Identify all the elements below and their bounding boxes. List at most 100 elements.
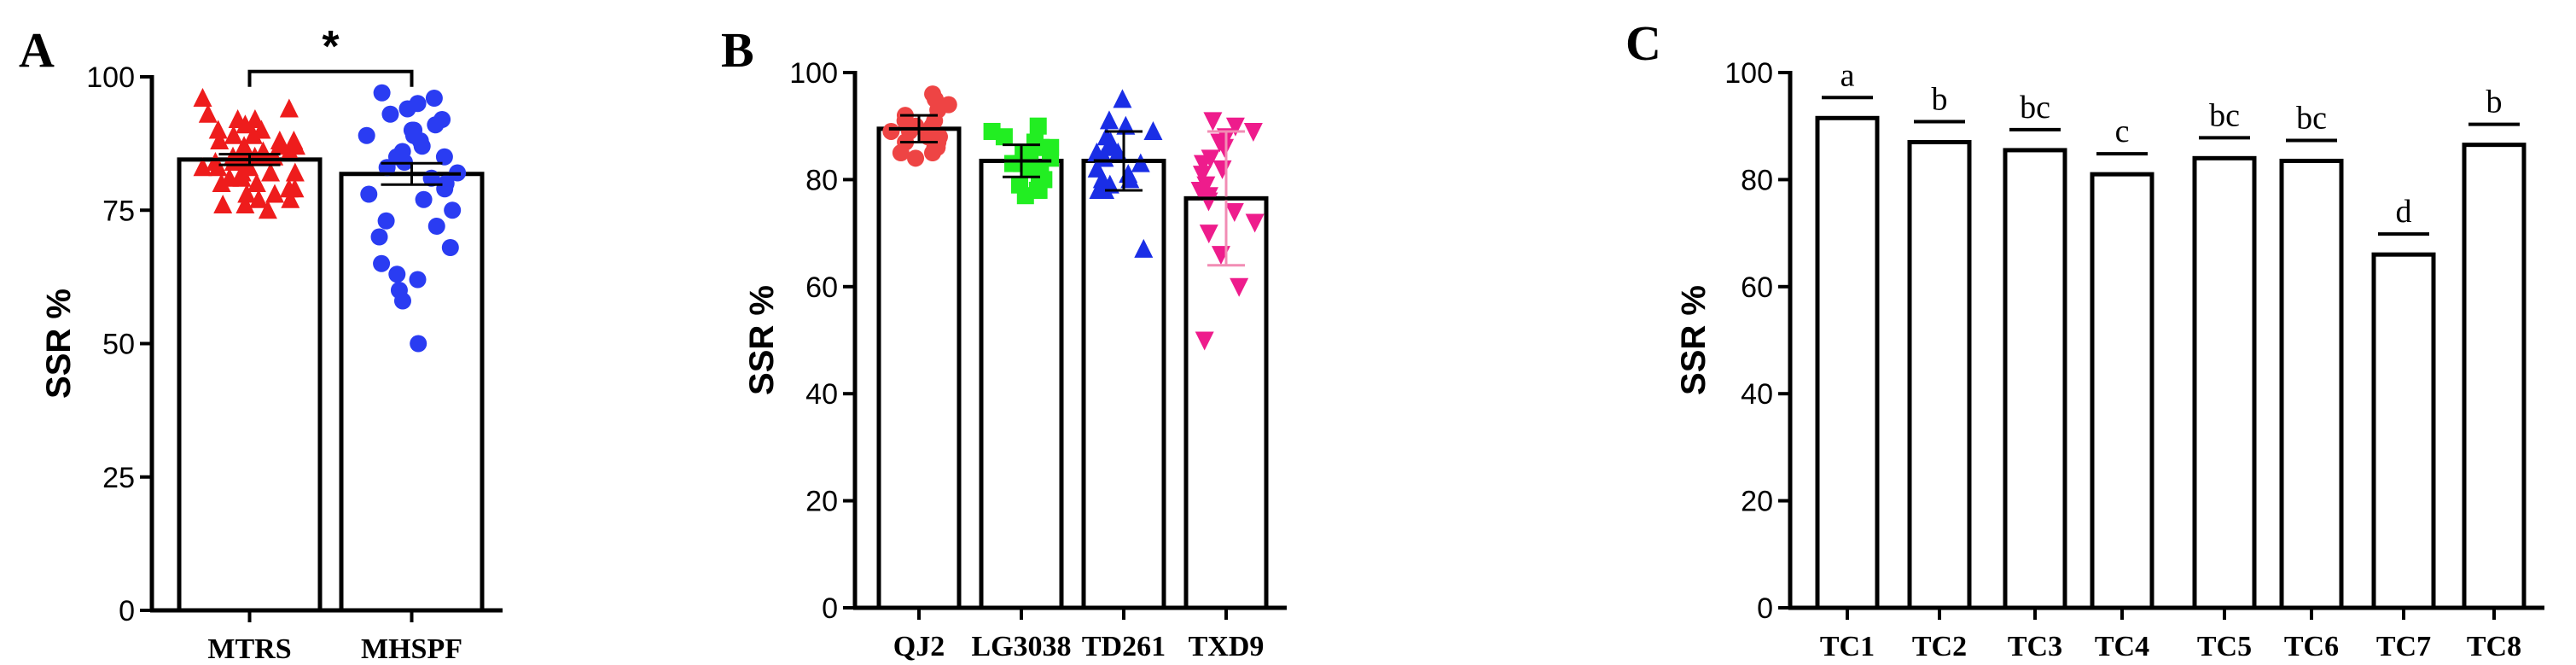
x-tick-label: MTRS — [207, 633, 291, 665]
data-point — [388, 265, 406, 283]
panel-a: A SSR % * 0 25 50 75 100 MTRS MHSPF — [19, 22, 503, 665]
x-tick-label: LG3038 — [971, 631, 1071, 662]
data-point — [212, 173, 231, 192]
data-point — [1113, 89, 1132, 108]
y-axis-label: SSR % — [743, 285, 781, 395]
significance-star: * — [322, 22, 340, 72]
data-point — [393, 292, 411, 310]
data-point — [1193, 155, 1212, 174]
data-point — [995, 128, 1013, 146]
x-tick-label: TC3 — [2008, 631, 2062, 662]
data-point — [193, 88, 212, 107]
data-point — [410, 335, 427, 353]
bar — [979, 158, 1064, 610]
data-point — [1116, 115, 1136, 135]
data-point — [208, 157, 228, 177]
data-point — [213, 195, 233, 213]
data-point — [247, 173, 266, 192]
data-point — [1195, 331, 1214, 351]
bar — [1183, 195, 1269, 610]
y-tick-label: 80 — [1741, 164, 1773, 196]
y-tick-label: 40 — [805, 378, 838, 411]
bar — [2462, 143, 2527, 610]
data-point — [425, 90, 443, 107]
x-tick-label: TC2 — [1912, 631, 1967, 662]
data-point — [279, 98, 299, 118]
data-point — [1230, 277, 1249, 297]
data-point — [373, 84, 391, 102]
bar — [2371, 252, 2436, 610]
data-point — [377, 212, 395, 230]
data-point — [1099, 110, 1119, 130]
bar — [876, 126, 962, 610]
data-point — [444, 201, 462, 219]
data-point — [441, 239, 459, 256]
data-point — [261, 162, 281, 182]
data-point — [358, 126, 375, 144]
data-point — [198, 103, 218, 123]
sig-letter: c — [2115, 114, 2130, 149]
y-tick-label: 20 — [805, 486, 838, 518]
data-point — [236, 195, 255, 213]
data-point — [258, 200, 277, 219]
data-point — [1201, 149, 1220, 169]
y-tick-label: 0 — [822, 592, 838, 625]
data-point — [923, 144, 941, 162]
sig-letter: bc — [2020, 90, 2050, 125]
data-point — [279, 178, 299, 198]
data-point — [370, 228, 388, 246]
data-point — [193, 157, 212, 177]
data-point — [243, 125, 263, 144]
significance-bracket — [247, 69, 414, 87]
data-point — [907, 149, 925, 167]
data-point — [435, 148, 453, 166]
x-tick-label: MHSPF — [361, 633, 462, 665]
y-tick-label: 60 — [805, 271, 838, 304]
bar — [1815, 115, 1880, 610]
data-point — [436, 180, 454, 198]
bar — [339, 172, 485, 613]
data-point — [413, 137, 431, 155]
x-tick-label: QJ2 — [893, 631, 945, 662]
data-point — [1245, 213, 1265, 233]
y-tick-label: 20 — [1741, 486, 1773, 518]
data-point — [236, 114, 255, 134]
y-tick-label: 50 — [102, 329, 135, 361]
data-point — [1212, 160, 1232, 179]
panel-letter: A — [19, 22, 55, 78]
x-tick-label: TXD9 — [1189, 631, 1265, 662]
x-tick-label: TC6 — [2284, 631, 2339, 662]
data-point — [210, 131, 230, 149]
bar — [1081, 158, 1166, 610]
data-point — [415, 190, 433, 208]
data-point — [373, 254, 391, 272]
data-point — [427, 116, 445, 134]
panel-b: B SSR % 0 20 40 60 80 100 QJ2 LG3038 TD261 TXD9 — [721, 22, 1287, 662]
data-point — [249, 189, 269, 208]
data-point — [409, 271, 427, 289]
data-point — [1016, 187, 1034, 205]
sig-letter: bc — [2209, 97, 2240, 133]
sig-letter: a — [1840, 57, 1855, 93]
data-point — [224, 125, 243, 144]
sig-letter: bc — [2296, 100, 2327, 136]
y-tick-label: 0 — [119, 595, 135, 627]
x-tick-label: TC1 — [1820, 631, 1875, 662]
y-axis-label: SSR % — [1675, 285, 1712, 395]
panel-c: C SSR % a b bc c bc bc d b 0 20 40 60 80 100 TC1 TC2 TC3 TC… — [1625, 15, 2544, 662]
x-tick-label: TC8 — [2467, 631, 2521, 662]
data-point — [237, 184, 257, 203]
y-tick-label: 100 — [789, 57, 838, 90]
x-tick-label: TD261 — [1082, 631, 1166, 662]
bar — [2192, 155, 2257, 610]
data-point — [1190, 181, 1210, 201]
y-tick-label: 80 — [805, 164, 838, 196]
data-point — [1203, 112, 1223, 131]
data-point — [1143, 120, 1163, 140]
panel-letter: C — [1625, 15, 1661, 71]
panel-letter: B — [721, 22, 754, 78]
bar — [2090, 172, 2154, 610]
y-tick-label: 0 — [1757, 592, 1773, 625]
y-tick-label: 100 — [86, 61, 135, 94]
y-tick-label: 25 — [102, 462, 135, 494]
